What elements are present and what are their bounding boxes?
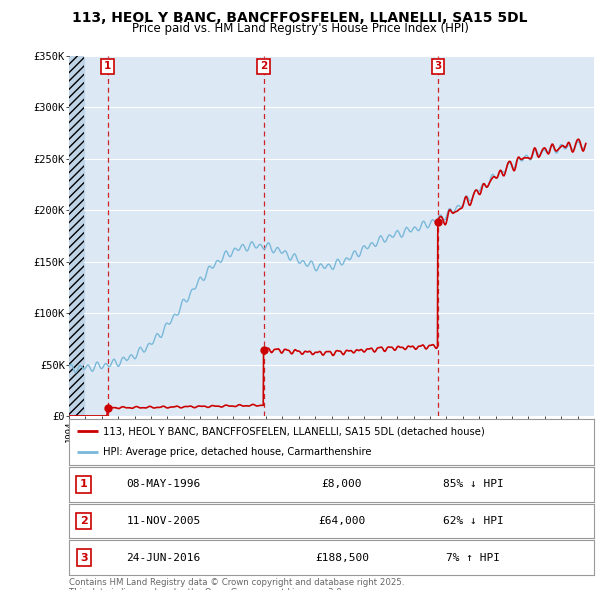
Text: 1: 1 bbox=[104, 61, 112, 71]
Text: £64,000: £64,000 bbox=[319, 516, 365, 526]
Text: 113, HEOL Y BANC, BANCFFOSFELEN, LLANELLI, SA15 5DL: 113, HEOL Y BANC, BANCFFOSFELEN, LLANELL… bbox=[72, 11, 528, 25]
Text: £188,500: £188,500 bbox=[315, 553, 369, 562]
Bar bbox=[69, 56, 84, 416]
Text: HPI: Average price, detached house, Carmarthenshire: HPI: Average price, detached house, Carm… bbox=[103, 447, 371, 457]
Text: 62% ↓ HPI: 62% ↓ HPI bbox=[443, 516, 503, 526]
Text: 11-NOV-2005: 11-NOV-2005 bbox=[127, 516, 200, 526]
Text: 08-MAY-1996: 08-MAY-1996 bbox=[127, 480, 200, 489]
Text: 3: 3 bbox=[80, 553, 88, 562]
Text: 24-JUN-2016: 24-JUN-2016 bbox=[127, 553, 200, 562]
Text: Contains HM Land Registry data © Crown copyright and database right 2025.
This d: Contains HM Land Registry data © Crown c… bbox=[69, 578, 404, 590]
Text: Price paid vs. HM Land Registry's House Price Index (HPI): Price paid vs. HM Land Registry's House … bbox=[131, 22, 469, 35]
Text: 7% ↑ HPI: 7% ↑ HPI bbox=[446, 553, 500, 562]
Text: 85% ↓ HPI: 85% ↓ HPI bbox=[443, 480, 503, 489]
Bar bbox=[69, 56, 84, 416]
Text: £8,000: £8,000 bbox=[322, 480, 362, 489]
Text: 2: 2 bbox=[80, 516, 88, 526]
Text: 113, HEOL Y BANC, BANCFFOSFELEN, LLANELLI, SA15 5DL (detached house): 113, HEOL Y BANC, BANCFFOSFELEN, LLANELL… bbox=[103, 427, 485, 437]
Text: 2: 2 bbox=[260, 61, 267, 71]
Text: 3: 3 bbox=[434, 61, 442, 71]
Text: 1: 1 bbox=[80, 480, 88, 489]
